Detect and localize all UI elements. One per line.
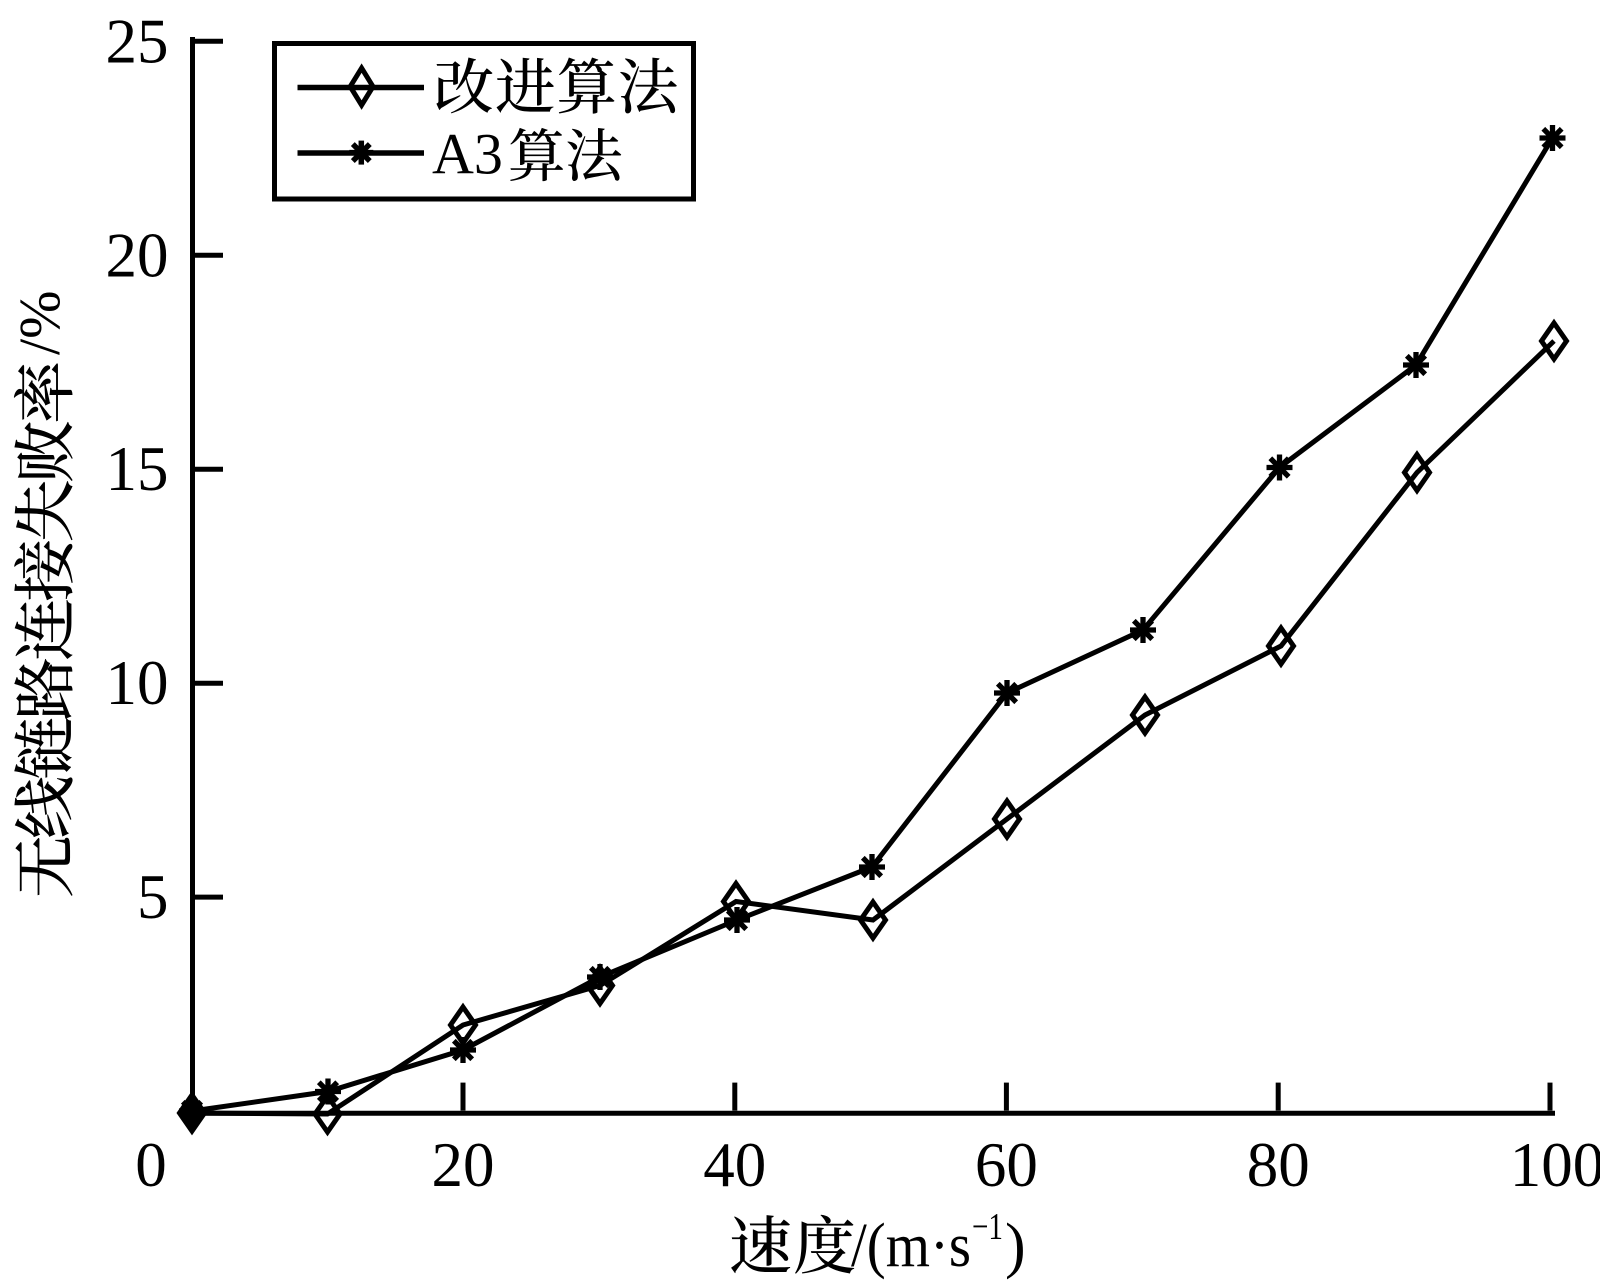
svg-text:/(m·s: /(m·s [851,1212,971,1280]
svg-text:25: 25 [106,6,169,76]
svg-text:60: 60 [975,1130,1038,1200]
svg-text:−1: −1 [972,1206,1003,1248]
svg-text:0: 0 [135,1130,167,1200]
svg-text:10: 10 [106,648,169,718]
svg-text:80: 80 [1247,1130,1310,1200]
svg-text:20: 20 [432,1130,495,1200]
svg-text:100: 100 [1510,1130,1600,1200]
svg-text:40: 40 [703,1130,766,1200]
svg-text:/%: /% [7,291,72,355]
svg-text:5: 5 [137,862,169,932]
svg-text:15: 15 [106,434,169,504]
svg-text:): ) [1005,1212,1026,1280]
svg-text:20: 20 [106,220,169,290]
svg-text:A3: A3 [432,122,503,187]
